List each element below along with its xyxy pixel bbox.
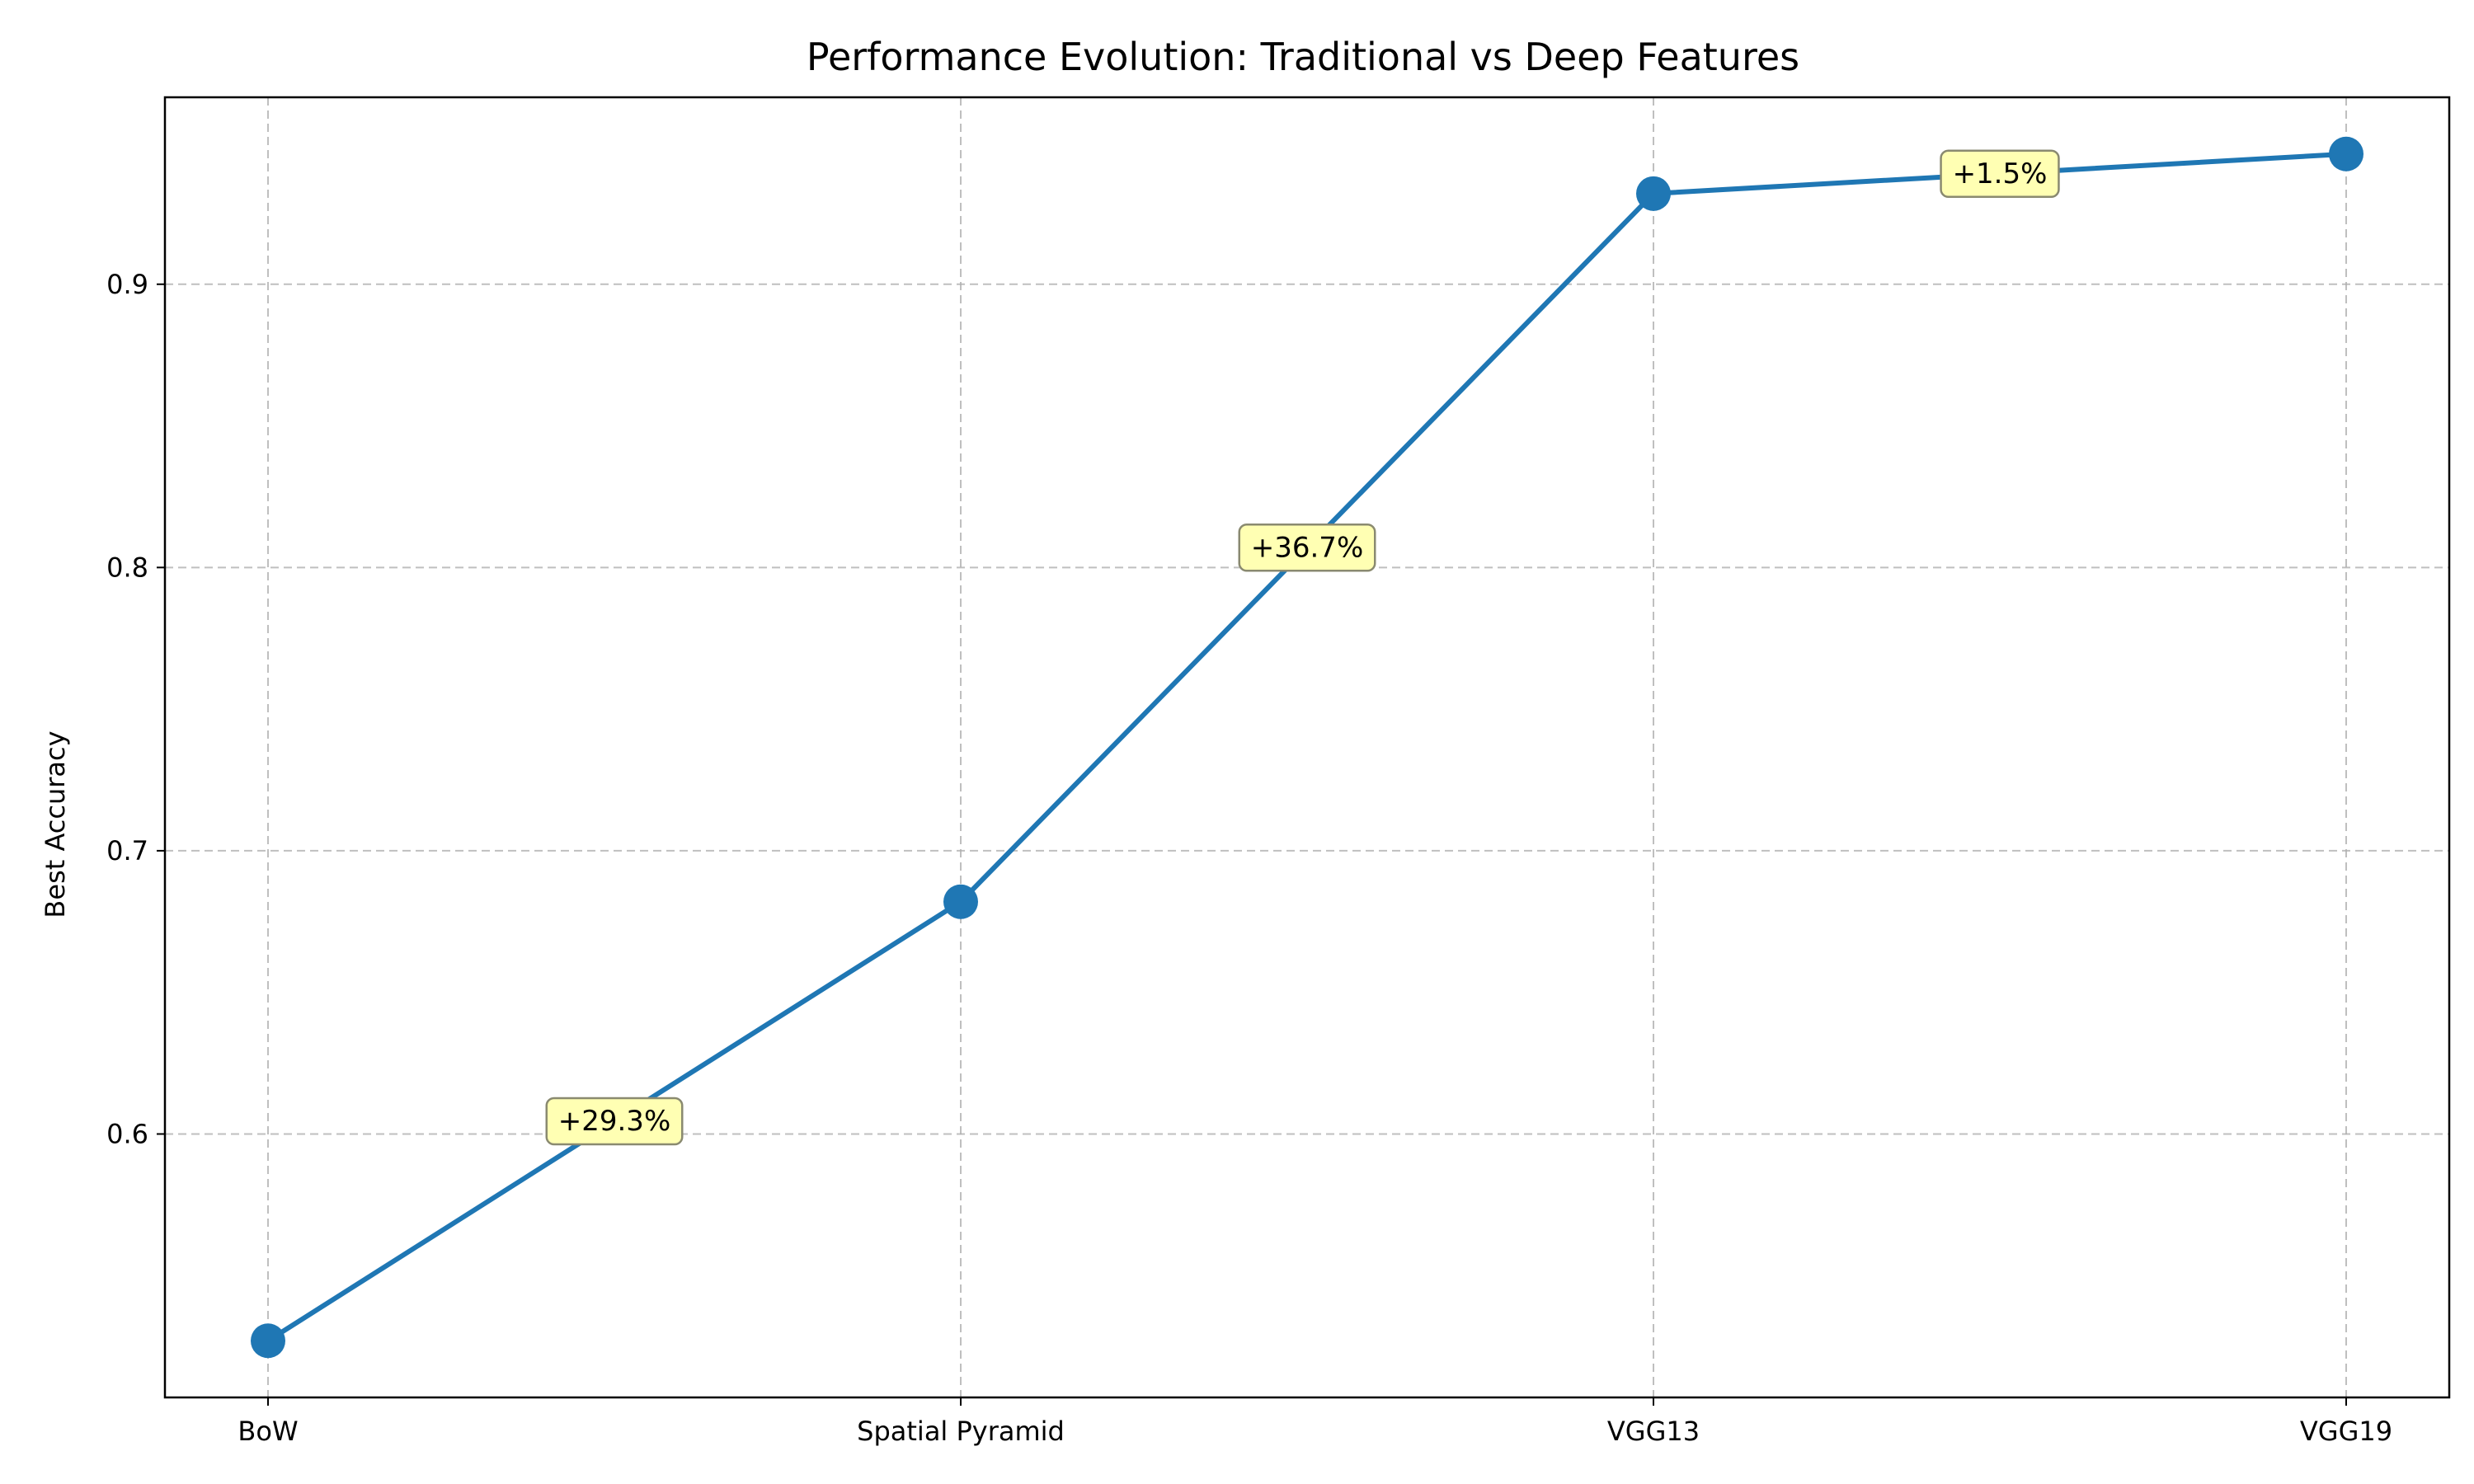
annotation-box <box>1238 524 1376 572</box>
annotation-label: +36.7% <box>1251 531 1364 564</box>
annotation-label: +1.5% <box>1953 157 2048 190</box>
data-point <box>251 1323 285 1359</box>
annotation: +29.3% <box>545 1097 684 1146</box>
x-tick-label: BoW <box>238 1416 298 1447</box>
annotation: +1.5% <box>1940 149 2060 199</box>
annotation-box <box>1940 149 2060 199</box>
annotation: +36.7% <box>1238 524 1376 572</box>
data-point <box>2329 136 2363 171</box>
data-markers <box>251 136 2363 1359</box>
y-tick-label: 0.6 <box>106 1118 148 1149</box>
y-axis-label: Best Accuracy <box>40 730 71 918</box>
y-tick-label: 0.9 <box>106 269 148 300</box>
y-tick-label: 0.8 <box>106 552 148 583</box>
axes: BoW Spatial Pyramid VGG13 VGG19 0.6 0.7 0.8 0.9 <box>106 96 2451 1447</box>
x-tick-label: Spatial Pyramid <box>857 1416 1065 1447</box>
x-tick-label: VGG13 <box>1607 1416 1700 1447</box>
annotation-label: +29.3% <box>558 1105 671 1138</box>
y-tick-label: 0.7 <box>106 835 148 866</box>
x-tick-label: VGG19 <box>2300 1416 2392 1447</box>
annotations: +29.3% +36.7% +1.5% <box>545 149 2060 1146</box>
data-point <box>943 884 978 919</box>
chart-title: Performance Evolution: Traditional vs De… <box>807 35 1799 79</box>
data-point <box>1636 176 1671 211</box>
annotation-box <box>545 1097 684 1146</box>
plot-frame <box>163 96 2451 1399</box>
